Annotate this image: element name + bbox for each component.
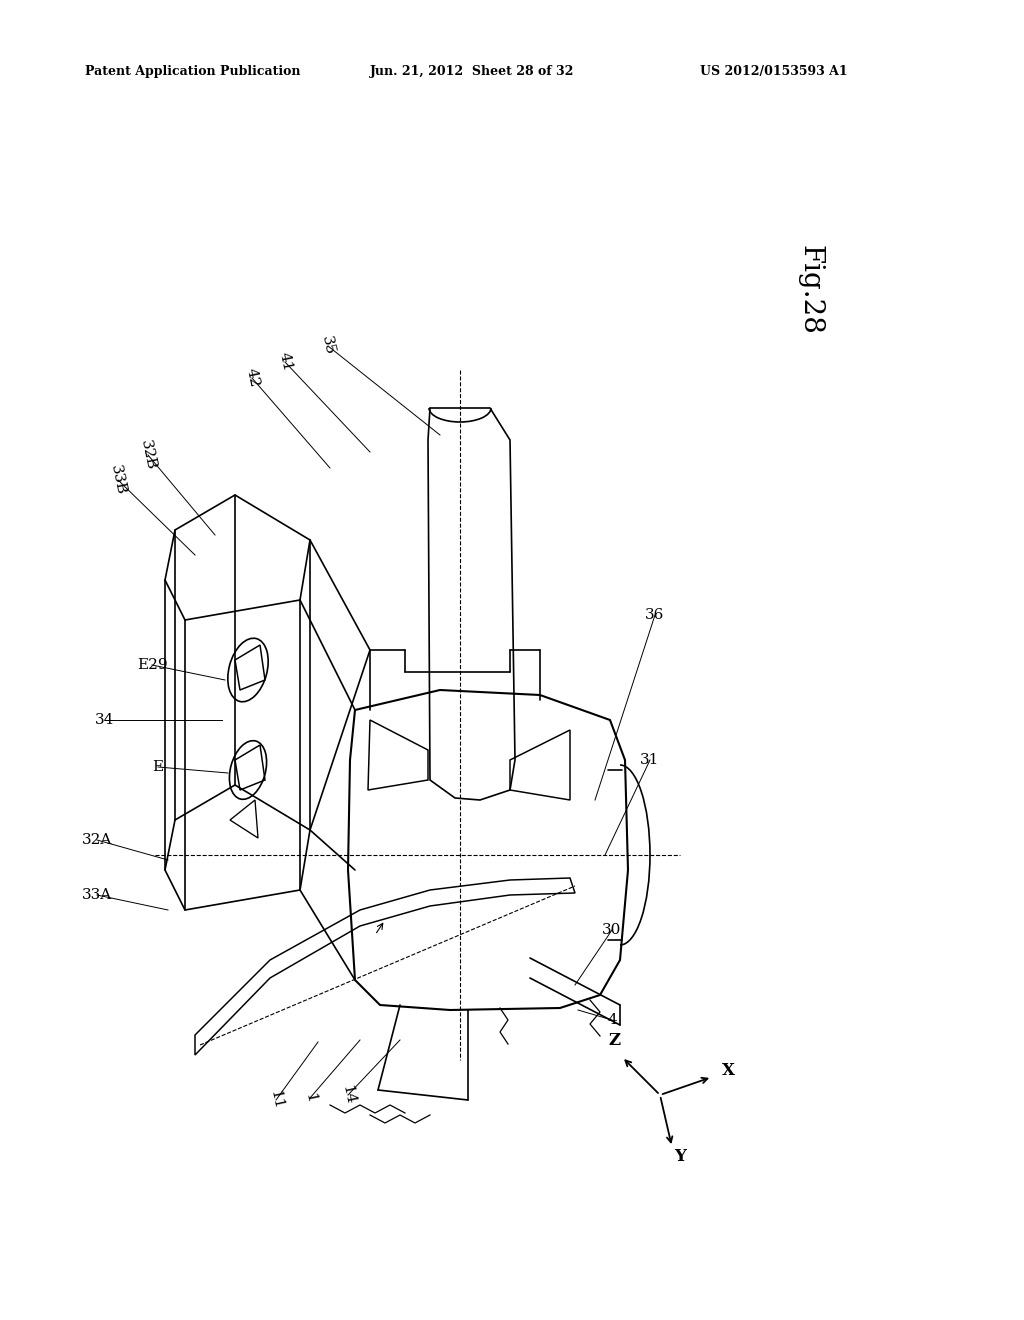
Text: 4: 4	[607, 1012, 616, 1027]
Text: 33A: 33A	[82, 888, 112, 902]
Text: Jun. 21, 2012  Sheet 28 of 32: Jun. 21, 2012 Sheet 28 of 32	[370, 65, 574, 78]
Text: Patent Application Publication: Patent Application Publication	[85, 65, 300, 78]
Text: E29: E29	[136, 657, 167, 672]
Text: 33B: 33B	[108, 463, 128, 496]
Text: 30: 30	[602, 923, 622, 937]
Text: US 2012/0153593 A1: US 2012/0153593 A1	[700, 65, 848, 78]
Text: 11: 11	[267, 1089, 285, 1111]
Text: Z: Z	[608, 1032, 621, 1049]
Text: 34: 34	[95, 713, 115, 727]
Text: Y: Y	[674, 1148, 686, 1166]
Text: 32A: 32A	[82, 833, 113, 847]
Text: 42: 42	[243, 367, 261, 389]
Text: 35: 35	[319, 335, 337, 356]
Text: X: X	[722, 1063, 735, 1078]
Text: Fig.28: Fig.28	[797, 246, 823, 335]
Text: 41: 41	[276, 351, 294, 374]
Text: 36: 36	[645, 609, 665, 622]
Text: 1: 1	[302, 1092, 317, 1105]
Text: 32B: 32B	[138, 438, 158, 471]
Text: E: E	[153, 760, 164, 774]
Text: 14: 14	[339, 1084, 357, 1106]
Text: 31: 31	[640, 752, 659, 767]
